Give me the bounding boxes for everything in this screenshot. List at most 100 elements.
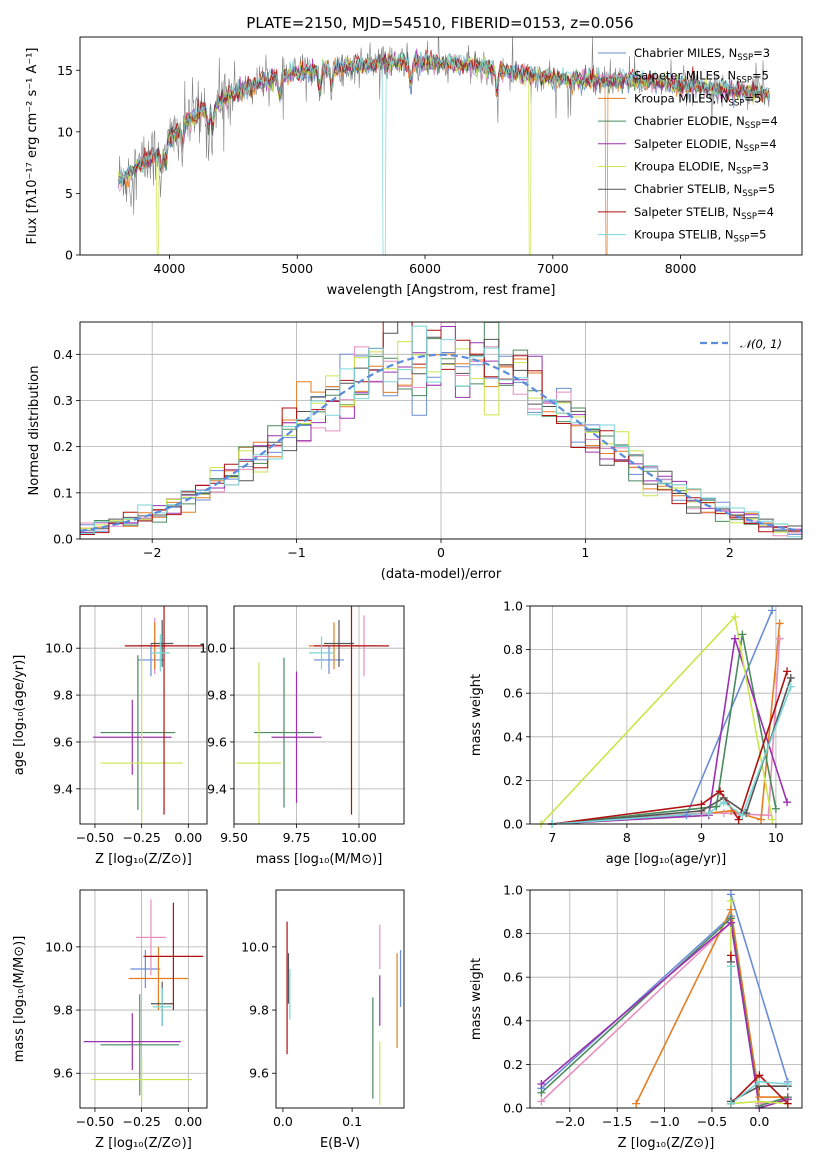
weight-marker-salpeter_stelib [697, 800, 706, 809]
x-tick-label: 10.00 [341, 830, 377, 845]
legend-value: =5 [758, 182, 775, 196]
y-tick-label: 0.4 [503, 1013, 523, 1028]
weight-marker-kroupa_stelib [704, 809, 713, 818]
weight-marker-kroupa_miles [775, 619, 784, 628]
y-tick-label: 9.4 [53, 781, 73, 796]
x-tick-label: 8000 [665, 261, 697, 276]
legend-label: Kroupa STELIB, N [634, 228, 734, 242]
plot-frame [529, 605, 803, 825]
y-tick-label: 9.8 [207, 688, 227, 703]
legend-value: =5 [744, 91, 761, 105]
y-tick-label: 0 [65, 248, 73, 263]
legend-subscript: SSP [737, 53, 753, 63]
y-tick-label: 0.2 [503, 1057, 523, 1072]
weight-line-chabrier_elodie [552, 634, 777, 824]
plot-frame [79, 321, 803, 540]
x-tick-label: 7000 [537, 261, 569, 276]
y-tick-label: 9.4 [207, 781, 227, 796]
legend-subscript: SSP [729, 98, 745, 108]
y-tick-label: 0.2 [503, 773, 523, 788]
weight-marker-salpeter_elodie [537, 1080, 546, 1089]
legend-entry: Chabrier STELIB, NSSP=5 [634, 182, 775, 199]
y-tick-label: 10.0 [45, 939, 73, 954]
x-tick-label: −1.0 [649, 1114, 679, 1129]
y-tick-label: 10.0 [199, 641, 227, 656]
y-tick-label: 9.6 [249, 1066, 269, 1081]
y-axis-label: Normed distribution [27, 366, 42, 496]
weight-marker-kroupa_miles [727, 806, 736, 815]
mass-weight-vs-metallicity-panel: −2.0 −1.5 −1.0 −0.5 0.0 0.0 0.2 0.4 0.6 0.8 1.0 Z [… [469, 883, 803, 1151]
legend-entry: Chabrier ELODIE, NSSP=4 [634, 114, 778, 131]
legend-subscript: SSP [734, 235, 750, 245]
weight-marker-salpeter_elodie [726, 918, 735, 927]
legend-subscript: SSP [745, 121, 761, 131]
x-tick-label: −2.0 [555, 1114, 585, 1129]
weight-marker-kroupa_stelib [726, 1099, 735, 1108]
weight-marker-kroupa_elodie [730, 612, 739, 621]
y-axis-label: Flux [fλ10⁻¹⁷ erg cm⁻² s⁻¹ A⁻¹] [25, 48, 40, 245]
weight-marker-salpeter_elodie [730, 634, 739, 643]
y-tick-label: 10.0 [45, 641, 73, 656]
y-tick-label: 9.8 [53, 688, 73, 703]
age-vs-mass-panel: 9.50 9.75 10.00 9.4 9.6 9.8 10.0 mass [log₁₀(M/… [199, 605, 405, 867]
legend-entry: Kroupa MILES, NSSP=5 [634, 91, 761, 108]
x-axis-label: mass [log₁₀(M/M⊙)] [256, 852, 383, 867]
x-tick-label: −2 [143, 545, 161, 560]
x-tick-label: 0.0 [273, 1114, 293, 1129]
weight-marker-chabrier_elodie [712, 802, 721, 811]
legend-entry: Kroupa STELIB, NSSP=5 [634, 228, 766, 245]
weight-marker-salpeter_miles [764, 811, 773, 820]
plot-area [117, 37, 771, 255]
weight-line-salpeter_elodie [540, 921, 789, 1108]
x-tick-label: 0.00 [174, 1114, 202, 1129]
x-tick-label: 9.75 [283, 830, 311, 845]
legend-value: =4 [757, 205, 774, 219]
legend-entry: 𝒩(0, 1) [740, 337, 782, 351]
weight-marker-salpeter_elodie [783, 798, 792, 807]
y-tick-label: 0.0 [53, 532, 73, 547]
weight-line-kroupa_miles [635, 906, 788, 1104]
x-tick-label: −0.25 [122, 1114, 160, 1129]
y-tick-label: 9.6 [53, 734, 73, 749]
x-tick-label: 9 [697, 830, 705, 845]
y-tick-label: 15 [57, 63, 73, 78]
weight-marker-salpeter_miles [719, 809, 728, 818]
y-tick-label: 10.0 [241, 939, 269, 954]
histogram-salpeter_stelib [80, 322, 802, 535]
plot-area [286, 921, 402, 1105]
weight-marker-chabrier_miles [768, 606, 777, 615]
x-tick-label: 10 [768, 830, 784, 845]
legend-entry: Salpeter ELODIE, NSSP=4 [634, 137, 777, 154]
y-tick-label: 0.3 [53, 393, 73, 408]
legend-label: Chabrier ELODIE, N [634, 114, 745, 128]
legend-value: =3 [753, 46, 770, 60]
plot-area [540, 894, 789, 1108]
x-tick-label: 0.1 [342, 1114, 362, 1129]
x-tick-label: 7 [548, 830, 556, 845]
legend-value: =3 [752, 160, 769, 174]
x-axis-label: Z [log₁₀(Z/Z⊙)] [95, 1136, 192, 1151]
x-tick-label: 0.00 [174, 830, 202, 845]
y-axis-label: mass weight [469, 958, 484, 1040]
weight-marker-chabrier_miles [682, 811, 691, 820]
weight-marker-kroupa_elodie [768, 815, 777, 824]
legend-label: Salpeter STELIB, N [634, 205, 741, 219]
x-tick-label: 9.50 [220, 830, 248, 845]
y-tick-label: 0.4 [53, 347, 73, 362]
x-tick-label: −0.5 [697, 1114, 727, 1129]
x-tick-label: −0.50 [76, 830, 114, 845]
legend-value: =5 [752, 69, 769, 83]
weight-line-kroupa_stelib [552, 686, 792, 824]
weight-marker-salpeter_miles [537, 1097, 546, 1106]
weight-marker-kroupa_elodie [755, 1097, 764, 1106]
weight-marker-kroupa_stelib [738, 811, 747, 820]
age-vs-metallicity-panel: −0.50 −0.25 0.00 9.4 9.6 9.8 10.0 Z [log₁₀(Z/Z⊙… [12, 605, 208, 867]
legend-entry: Chabrier MILES, NSSP=3 [634, 46, 770, 63]
y-tick-label: 0.8 [503, 642, 523, 657]
plot-area [93, 606, 204, 824]
plot-area [236, 606, 389, 824]
weight-marker-kroupa_miles [726, 905, 735, 914]
legend-entry: Kroupa ELODIE, NSSP=3 [634, 160, 769, 177]
y-tick-label: 9.8 [249, 1003, 269, 1018]
plot-frame [233, 605, 405, 825]
